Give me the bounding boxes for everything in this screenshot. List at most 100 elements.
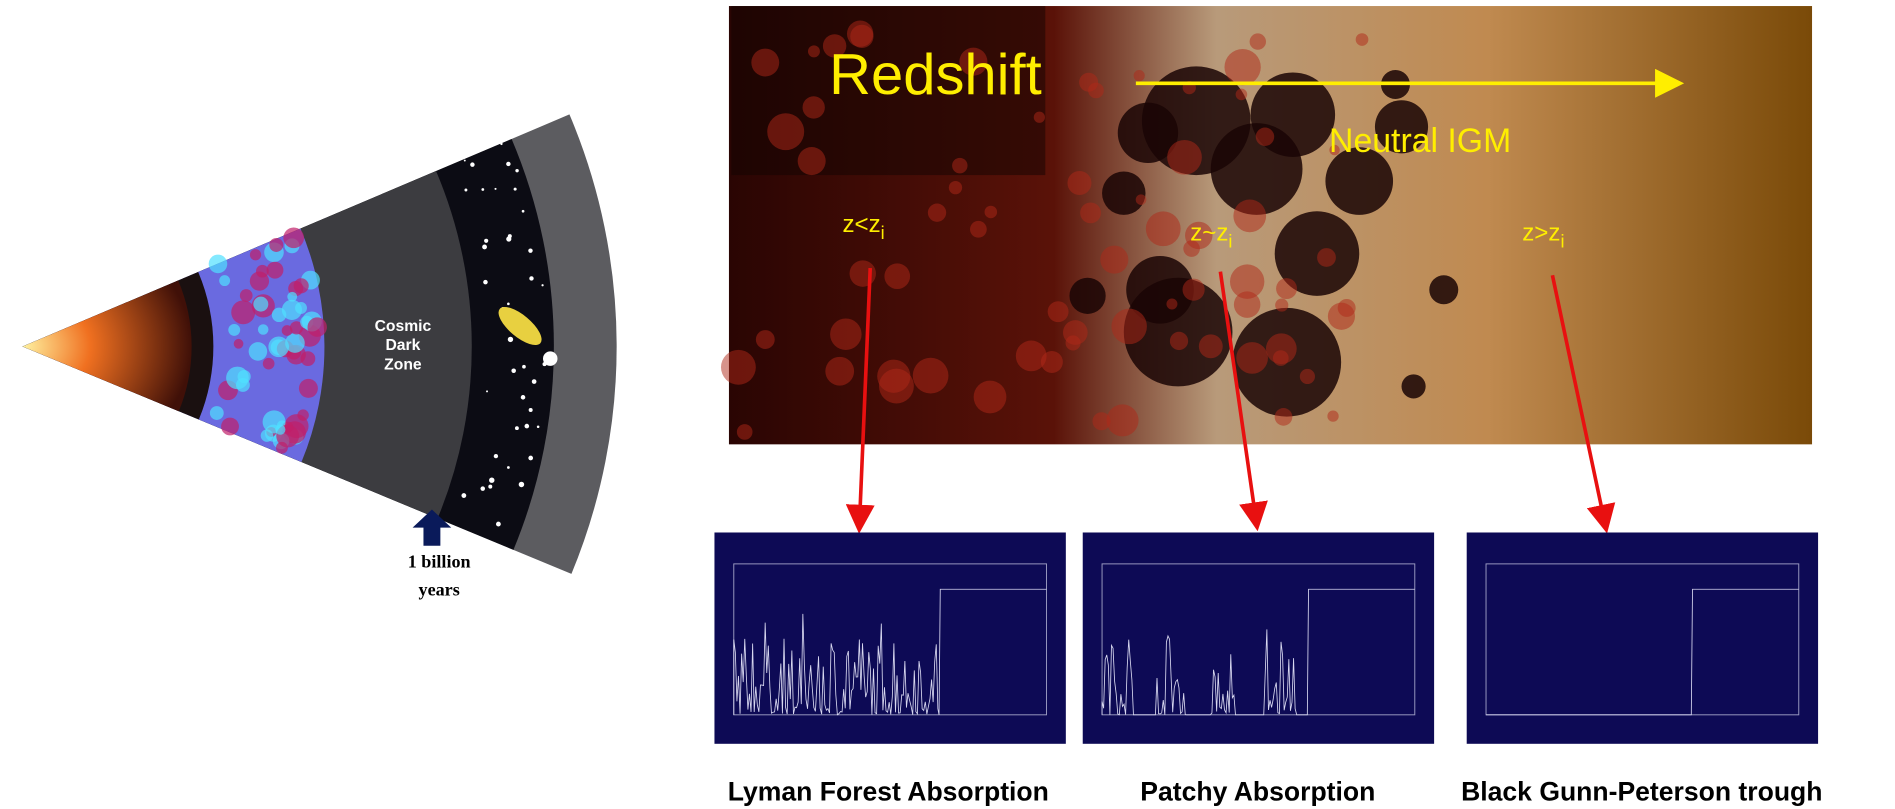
region-text: z~z	[1190, 219, 1228, 246]
label-line: Cosmic	[375, 318, 432, 335]
gas-blob	[913, 358, 949, 394]
cmb-spot	[275, 425, 285, 435]
gas-blob	[1224, 49, 1260, 85]
gas-blob	[1250, 33, 1266, 49]
star-burst	[543, 351, 557, 365]
time-label: years	[419, 579, 460, 599]
spectrum-caption: Lyman Forest Absorption	[728, 777, 1049, 807]
cmb-spot	[299, 379, 318, 398]
region-text: z<z	[842, 211, 880, 238]
ionized-bubble	[1069, 278, 1105, 314]
gas-blob	[1256, 127, 1274, 145]
gas-blob	[1275, 299, 1288, 312]
cmb-spot	[282, 325, 293, 336]
gas-blob	[1183, 279, 1205, 301]
gas-blob	[737, 424, 753, 440]
star	[515, 426, 519, 430]
gas-blob	[1236, 342, 1268, 374]
star	[541, 284, 543, 286]
gas-blob	[1100, 246, 1128, 274]
gas-blob	[985, 206, 998, 219]
star	[482, 245, 487, 250]
gas-blob	[1146, 211, 1181, 246]
spectrum-panel	[1083, 532, 1434, 743]
star	[528, 248, 532, 252]
star	[488, 485, 492, 489]
star	[528, 456, 533, 461]
cmb-spot	[234, 339, 244, 349]
star	[508, 234, 512, 238]
figure: Cosmic Dark Zone 1 billion years Redshif…	[0, 0, 1895, 809]
cmb-spot	[253, 297, 268, 312]
cmb-spot	[282, 300, 302, 320]
gas-blob	[1170, 332, 1188, 350]
gas-blob	[1356, 33, 1369, 46]
cmb-spot	[240, 289, 253, 302]
star	[519, 482, 525, 488]
gas-blob	[1048, 301, 1069, 322]
region-subscript: i	[1560, 232, 1564, 252]
cmb-spot	[219, 275, 230, 286]
gas-blob	[1233, 199, 1266, 232]
cmb-spot	[294, 278, 309, 293]
gas-blob	[974, 381, 1007, 414]
gas-blob	[1136, 194, 1147, 205]
star	[496, 522, 501, 527]
star	[537, 425, 540, 428]
gas-blob	[1236, 89, 1248, 101]
gas-blob	[830, 318, 862, 350]
star	[522, 210, 525, 213]
star	[506, 162, 510, 166]
star	[484, 239, 488, 243]
gas-blob	[970, 221, 987, 238]
gas-blob	[1166, 299, 1177, 310]
star	[494, 454, 498, 458]
universe-cone	[23, 114, 617, 573]
star	[481, 188, 484, 191]
gas-blob	[751, 49, 779, 77]
gas-blob	[949, 181, 962, 194]
gas-blob	[1276, 278, 1297, 299]
star	[529, 408, 533, 412]
gas-blob	[1088, 83, 1104, 99]
star	[532, 379, 537, 384]
star	[500, 143, 502, 145]
star	[511, 368, 516, 373]
time-label: 1 billion	[408, 552, 471, 572]
gas-blob	[1092, 412, 1110, 430]
cmb-spot	[209, 255, 228, 274]
cmb-spot	[263, 358, 275, 370]
star	[464, 189, 467, 192]
label-line: Zone	[384, 356, 422, 373]
gas-blob	[825, 357, 854, 386]
page: Cosmic Dark Zone 1 billion years Redshif…	[0, 0, 1895, 809]
star	[529, 276, 533, 280]
cmb-spot	[231, 300, 255, 324]
cmb-spot	[228, 324, 240, 336]
gas-blob	[803, 96, 825, 118]
ionized-bubble	[1402, 374, 1426, 398]
cmb-spot	[250, 249, 261, 260]
gas-blob	[1300, 369, 1315, 384]
cmb-spot	[283, 227, 304, 248]
gas-blob	[798, 147, 826, 175]
spectrum-caption: Patchy Absorption	[1140, 777, 1375, 807]
gas-blob	[721, 350, 756, 385]
cmb-spot	[308, 317, 327, 336]
gas-blob	[1338, 299, 1356, 317]
ionized-bubble	[1102, 171, 1145, 214]
cmb-spot	[221, 418, 239, 436]
gas-blob	[1107, 404, 1139, 436]
gas-blob	[756, 330, 775, 349]
label-line: Dark	[385, 337, 420, 354]
igm-label: Neutral IGM	[1329, 122, 1511, 160]
cmb-spot	[276, 442, 288, 454]
cmb-spot	[238, 370, 251, 383]
star	[514, 188, 517, 191]
gas-blob	[1167, 140, 1202, 175]
star	[507, 303, 510, 306]
gas-blob	[1327, 410, 1338, 421]
gas-blob	[1273, 350, 1289, 366]
gas-blob	[808, 45, 820, 57]
gas-blob	[1234, 291, 1261, 318]
